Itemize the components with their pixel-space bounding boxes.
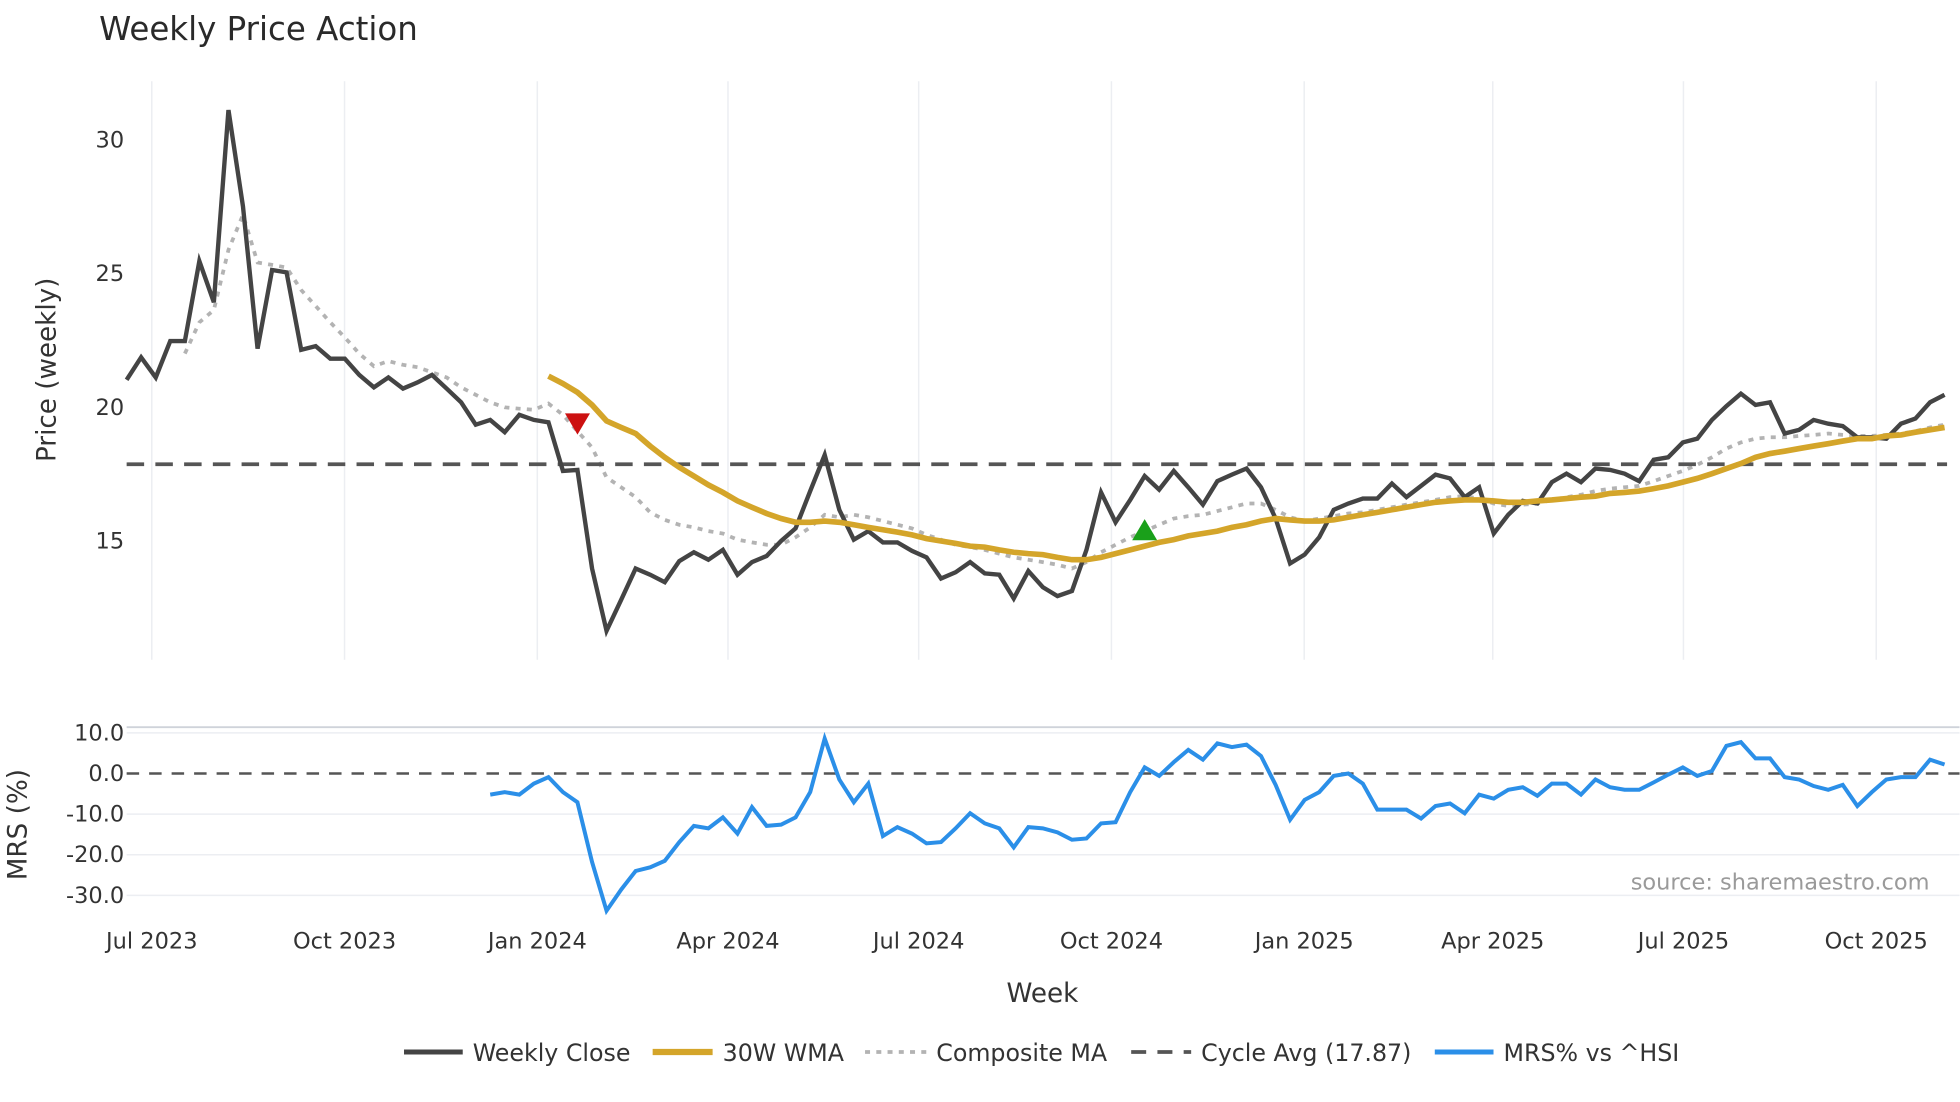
mrs-tick-label: -10.0 <box>66 802 124 828</box>
price-tick-label: 25 <box>96 261 125 287</box>
y-axis-title: Price (weekly) <box>32 278 62 462</box>
legend-item[interactable]: Cycle Avg (17.87) <box>1131 1039 1411 1067</box>
mrs-tick-label: 0.0 <box>88 761 124 787</box>
price-tick-label: 30 <box>96 128 125 154</box>
x-tick-label: Jan 2024 <box>486 928 587 954</box>
x-tick-label: Oct 2025 <box>1825 928 1928 954</box>
mrs-axis-title: MRS (%) <box>4 769 34 880</box>
x-tick-label: Oct 2024 <box>1060 928 1163 954</box>
chart-title: Weekly Price Action <box>99 10 418 48</box>
source-credit: source: sharemaestro.com <box>1631 870 1930 896</box>
legend-item[interactable]: 30W WMA <box>652 1039 845 1067</box>
series-layer <box>124 109 1948 916</box>
mrs-line <box>489 731 1946 916</box>
mrs-tick-label: -20.0 <box>66 842 124 868</box>
price-tick-label: 20 <box>96 395 125 421</box>
buy-signal-marker <box>1132 519 1158 541</box>
x-tick-label: Apr 2025 <box>1441 928 1544 954</box>
legend-label: 30W WMA <box>723 1039 845 1067</box>
x-axis-title: Week <box>1007 979 1080 1009</box>
weekly-close-line <box>124 109 1946 638</box>
legend-item[interactable]: Composite MA <box>865 1039 1108 1067</box>
legend-item[interactable]: Weekly Close <box>404 1039 630 1067</box>
signal-markers <box>564 413 1158 541</box>
x-tick-label: Oct 2023 <box>293 928 396 954</box>
x-tick-label: Jul 2024 <box>871 928 964 954</box>
gridlines <box>126 81 1960 897</box>
x-tick-label: Apr 2024 <box>676 928 779 954</box>
legend-label: Composite MA <box>936 1039 1108 1067</box>
legend-item[interactable]: MRS% vs ^HSI <box>1434 1039 1680 1067</box>
x-tick-label: Jul 2023 <box>104 928 197 954</box>
legend: Weekly Close 30W WMA Composite MA Cycle Avg… <box>404 1039 1679 1067</box>
composite-ma-line <box>183 209 1945 571</box>
mrs-tick-label: -30.0 <box>66 883 124 909</box>
legend-label: Cycle Avg (17.87) <box>1201 1039 1411 1067</box>
x-tick-label: Jul 2025 <box>1636 928 1729 954</box>
legend-label: MRS% vs ^HSI <box>1504 1039 1680 1067</box>
price-tick-label: 15 <box>96 529 125 555</box>
x-tick-label: Jan 2025 <box>1253 928 1354 954</box>
sell-signal-marker <box>564 413 590 435</box>
mrs-tick-label: 10.0 <box>74 720 124 746</box>
x-axis-ticks: Jul 2023 Oct 2023 Jan 2024 Apr 2024 Jul 2024… <box>104 928 1928 954</box>
wma-30w-line <box>547 373 1946 563</box>
y-axis-ticks: 15 20 25 30 10.0 0.0 -10.0 -20.0 -30.0 <box>66 128 124 909</box>
legend-label: Weekly Close <box>473 1039 631 1067</box>
